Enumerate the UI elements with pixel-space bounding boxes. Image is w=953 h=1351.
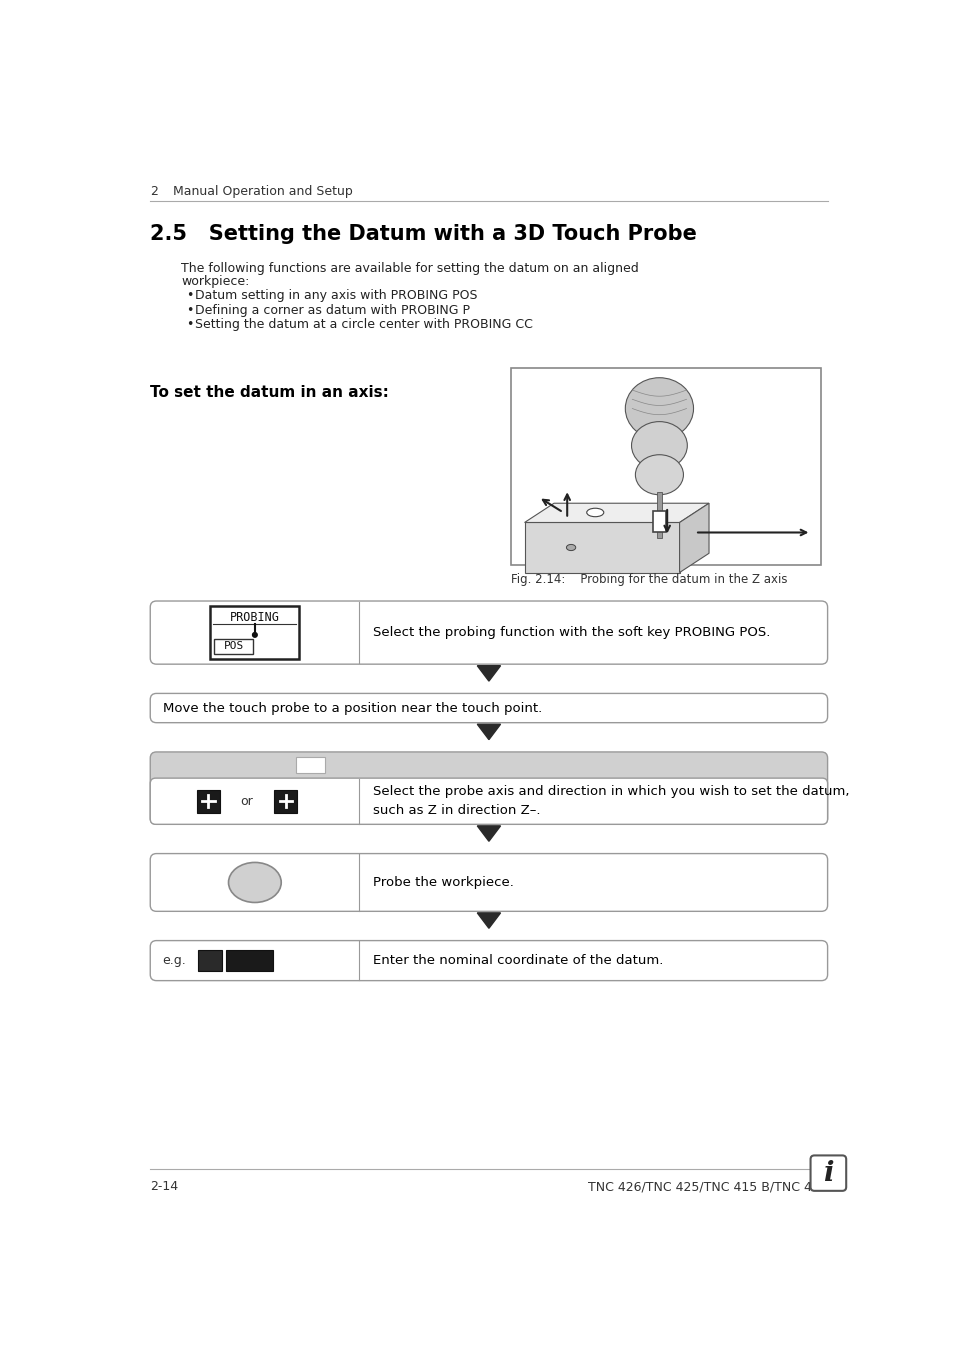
Bar bbox=[210, 607, 299, 659]
Bar bbox=[510, 369, 820, 565]
Text: workpiece:: workpiece: bbox=[181, 274, 250, 288]
Ellipse shape bbox=[624, 378, 693, 439]
FancyBboxPatch shape bbox=[150, 601, 827, 665]
Text: Defining a corner as datum with PROBING P: Defining a corner as datum with PROBING … bbox=[195, 304, 470, 316]
Text: Move the touch probe to a position near the touch point.: Move the touch probe to a position near … bbox=[162, 701, 541, 715]
Text: Datum setting in any axis with PROBING POS: Datum setting in any axis with PROBING P… bbox=[195, 289, 477, 303]
Ellipse shape bbox=[253, 632, 257, 638]
Text: POS: POS bbox=[223, 642, 243, 651]
Polygon shape bbox=[679, 503, 708, 573]
FancyBboxPatch shape bbox=[150, 778, 827, 824]
Polygon shape bbox=[524, 503, 708, 523]
Text: Select the probing function with the soft key PROBING POS.: Select the probing function with the sof… bbox=[373, 626, 770, 639]
Ellipse shape bbox=[635, 455, 682, 494]
Bar bbox=[196, 790, 220, 813]
Ellipse shape bbox=[586, 508, 603, 516]
Text: The following functions are available for setting the datum on an aligned: The following functions are available fo… bbox=[181, 262, 639, 276]
Ellipse shape bbox=[566, 544, 575, 551]
Bar bbox=[274, 790, 297, 813]
Text: •: • bbox=[186, 289, 193, 303]
Bar bbox=[295, 758, 325, 773]
Text: 2-14: 2-14 bbox=[150, 1179, 178, 1193]
Text: Select the probe axis and direction in which you wish to set the datum,
such as : Select the probe axis and direction in w… bbox=[373, 785, 849, 817]
Bar bbox=[657, 492, 661, 538]
FancyBboxPatch shape bbox=[150, 693, 827, 723]
Polygon shape bbox=[524, 523, 679, 573]
Text: •: • bbox=[186, 319, 193, 331]
Text: Setting the datum at a circle center with PROBING CC: Setting the datum at a circle center wit… bbox=[195, 319, 533, 331]
Text: Manual Operation and Setup: Manual Operation and Setup bbox=[173, 185, 353, 199]
Ellipse shape bbox=[631, 422, 686, 469]
Bar bbox=[653, 511, 665, 532]
Bar bbox=[198, 950, 221, 971]
Ellipse shape bbox=[229, 862, 281, 902]
Text: or: or bbox=[240, 794, 253, 808]
FancyBboxPatch shape bbox=[150, 940, 827, 981]
Text: To set the datum in an axis:: To set the datum in an axis: bbox=[150, 385, 389, 400]
Text: TNC 426/TNC 425/TNC 415 B/TNC 407: TNC 426/TNC 425/TNC 415 B/TNC 407 bbox=[587, 1179, 827, 1193]
Text: •: • bbox=[186, 304, 193, 316]
Bar bbox=[226, 950, 273, 971]
FancyBboxPatch shape bbox=[150, 753, 827, 824]
Polygon shape bbox=[476, 666, 500, 681]
Text: Probe the workpiece.: Probe the workpiece. bbox=[373, 875, 514, 889]
Polygon shape bbox=[476, 724, 500, 739]
Text: i: i bbox=[822, 1159, 833, 1186]
Text: 2: 2 bbox=[150, 185, 158, 199]
FancyBboxPatch shape bbox=[810, 1155, 845, 1190]
Text: e.g.: e.g. bbox=[162, 954, 186, 967]
Polygon shape bbox=[476, 825, 500, 842]
Text: Fig. 2.14:    Probing for the datum in the Z axis: Fig. 2.14: Probing for the datum in the … bbox=[510, 573, 786, 586]
Text: 2.5   Setting the Datum with a 3D Touch Probe: 2.5 Setting the Datum with a 3D Touch Pr… bbox=[150, 224, 697, 243]
Text: PROBING: PROBING bbox=[230, 611, 279, 624]
Bar bbox=[214, 639, 253, 654]
FancyBboxPatch shape bbox=[150, 854, 827, 912]
Text: Enter the nominal coordinate of the datum.: Enter the nominal coordinate of the datu… bbox=[373, 954, 663, 967]
Polygon shape bbox=[476, 913, 500, 928]
